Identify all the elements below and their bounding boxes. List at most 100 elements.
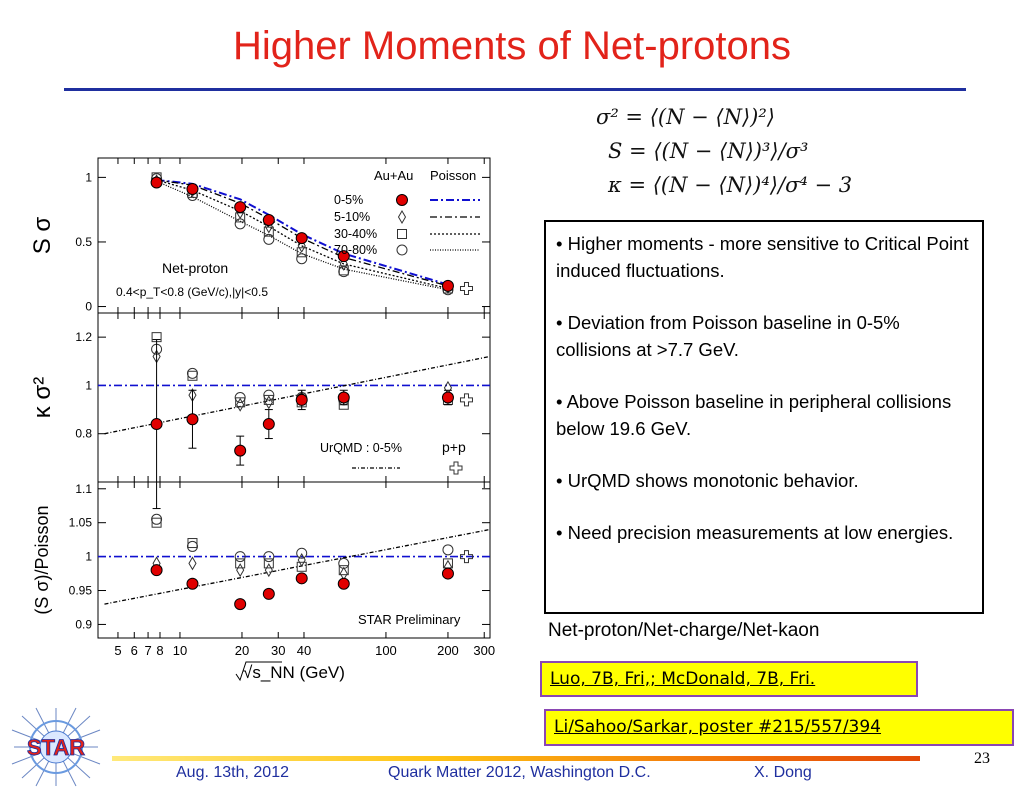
footer-conference: Quark Matter 2012, Washington D.C. <box>388 764 651 781</box>
footer-bar <box>112 756 920 761</box>
data-point-70-80 <box>296 253 308 265</box>
legend-label: 0-5% <box>334 193 363 207</box>
y-axis-title: (S σ)/Poisson <box>32 505 52 614</box>
kinematic-cuts-label: 0.4<p_T<0.8 (GeV/c),|y|<0.5 <box>116 285 268 299</box>
variance-formula: σ² = ⟨(N − ⟨N⟩)²⟩ <box>596 105 775 129</box>
title-divider <box>64 88 966 91</box>
data-point-30-40 <box>263 226 274 237</box>
net-label: Net-proton/Net-charge/Net-kaon <box>548 620 820 641</box>
bullet-item: • Need precision measurements at low ene… <box>556 522 954 543</box>
data-point-30-40 <box>338 565 349 576</box>
data-point-0-5 <box>295 572 308 585</box>
logo-text: STAR <box>27 735 85 760</box>
data-point-0-5 <box>337 391 350 404</box>
data-point-0-5 <box>150 564 163 577</box>
legend-label: 70-80% <box>334 243 377 257</box>
reference-link-talks[interactable]: Luo, 7B, Fri,; McDonald, 7B, Fri. <box>540 661 918 697</box>
pp-marker <box>459 550 473 564</box>
bullet-item: • Higher moments - more sensitive to Cri… <box>556 233 969 281</box>
data-point-0-5 <box>441 567 454 580</box>
data-point-0-5 <box>396 194 408 206</box>
urqmd-legend-label: UrQMD : 0-5% <box>320 441 402 455</box>
y-tick-label: 0 <box>85 300 92 314</box>
star-preliminary-label: STAR Preliminary <box>358 612 461 627</box>
y-tick-label: 1 <box>85 550 92 564</box>
data-point-0-5 <box>234 201 247 214</box>
x-tick-label: 20 <box>235 643 249 658</box>
x-tick-label: 8 <box>156 643 163 658</box>
data-point-0-5 <box>295 393 308 406</box>
y-tick-label: 1.2 <box>75 330 92 344</box>
star-logo: STAR <box>11 707 101 787</box>
data-point-0-5 <box>295 232 308 245</box>
y-tick-label: 0.5 <box>75 235 92 249</box>
x-tick-label: 100 <box>375 643 397 658</box>
data-point-70-80 <box>234 551 246 563</box>
data-point-5-10 <box>297 553 306 567</box>
bullet-item: • UrQMD shows monotonic behavior. <box>556 470 859 491</box>
x-tick-label: 5 <box>114 643 121 658</box>
bullet-item: • Deviation from Poisson baseline in 0-5… <box>556 312 900 360</box>
y-axis-title: κ σ² <box>29 377 56 418</box>
x-axis-title: √s_NN (GeV) <box>243 663 345 682</box>
x-tick-label: 6 <box>131 643 138 658</box>
data-point-0-5 <box>186 577 199 590</box>
data-point-0-5 <box>234 444 247 457</box>
data-point-0-5 <box>186 183 199 195</box>
x-tick-label: 300 <box>473 643 495 658</box>
data-point-5-10 <box>264 563 273 578</box>
skewness-formula: S = ⟨(N − ⟨N⟩)³⟩/σ³ <box>608 139 809 163</box>
y-tick-label: 1.05 <box>69 516 93 530</box>
moment-formulas: σ² = ⟨(N − ⟨N⟩)²⟩ S = ⟨(N − ⟨N⟩)³⟩/σ³ κ … <box>596 100 852 202</box>
slide-title: Higher Moments of Net-protons <box>232 24 791 68</box>
footer-date: Aug. 13th, 2012 <box>176 764 289 781</box>
data-point-0-5 <box>441 279 454 292</box>
pp-marker <box>459 281 473 295</box>
y-tick-label: 0.95 <box>69 584 93 598</box>
bullet-item: • Above Poisson baseline in peripheral c… <box>556 391 952 439</box>
data-point-30-40 <box>187 370 198 381</box>
y-tick-label: 0.8 <box>75 427 92 441</box>
y-tick-label: 1.1 <box>75 482 92 496</box>
data-point-30-40 <box>296 561 307 572</box>
data-point-30-40 <box>187 538 198 549</box>
urqmd-line <box>104 528 491 605</box>
footer-author: X. Dong <box>754 764 812 781</box>
data-point-5-10 <box>297 238 306 253</box>
pp-marker <box>449 461 463 475</box>
net-proton-label: Net-proton <box>162 260 228 276</box>
data-point-70-80 <box>151 513 163 525</box>
data-point-5-10 <box>264 395 273 410</box>
data-point-70-80 <box>263 233 275 245</box>
legend-label: 5-10% <box>334 210 370 224</box>
x-tick-label: 10 <box>173 643 187 658</box>
data-point-70-80 <box>296 547 308 559</box>
data-point-70-80 <box>186 367 198 379</box>
data-point-0-5 <box>150 176 163 189</box>
data-point-70-80 <box>234 218 246 230</box>
data-point-30-40 <box>235 558 246 569</box>
data-point-0-5 <box>337 250 350 263</box>
x-tick-label: 7 <box>144 643 151 658</box>
legend-label: 30-40% <box>334 227 377 241</box>
data-point-0-5 <box>262 587 275 600</box>
sqrt-sign <box>235 661 282 682</box>
y-tick-label: 1 <box>85 378 92 392</box>
x-tick-label: 40 <box>297 643 311 658</box>
pp-legend-label: p+p <box>442 439 466 455</box>
panel-frame <box>97 481 491 639</box>
urqmd-line <box>104 355 491 435</box>
data-point-0-5 <box>441 391 454 404</box>
data-point-0-5 <box>234 598 247 611</box>
data-point-30-40 <box>296 247 307 258</box>
data-point-70-80 <box>442 544 454 556</box>
reference-link-posters[interactable]: Li/Sahoo/Sarkar, poster #215/557/394 <box>544 709 1014 746</box>
data-point-5-10 <box>188 556 197 571</box>
data-point-5-10 <box>397 210 407 224</box>
y-tick-label: 1 <box>85 170 92 184</box>
data-point-0-5 <box>262 214 275 226</box>
data-point-30-40 <box>397 229 407 239</box>
y-axis-title: S σ <box>29 217 56 255</box>
bullet-box: • Higher moments - more sensitive to Cri… <box>544 220 984 614</box>
x-tick-label: 200 <box>437 643 459 658</box>
